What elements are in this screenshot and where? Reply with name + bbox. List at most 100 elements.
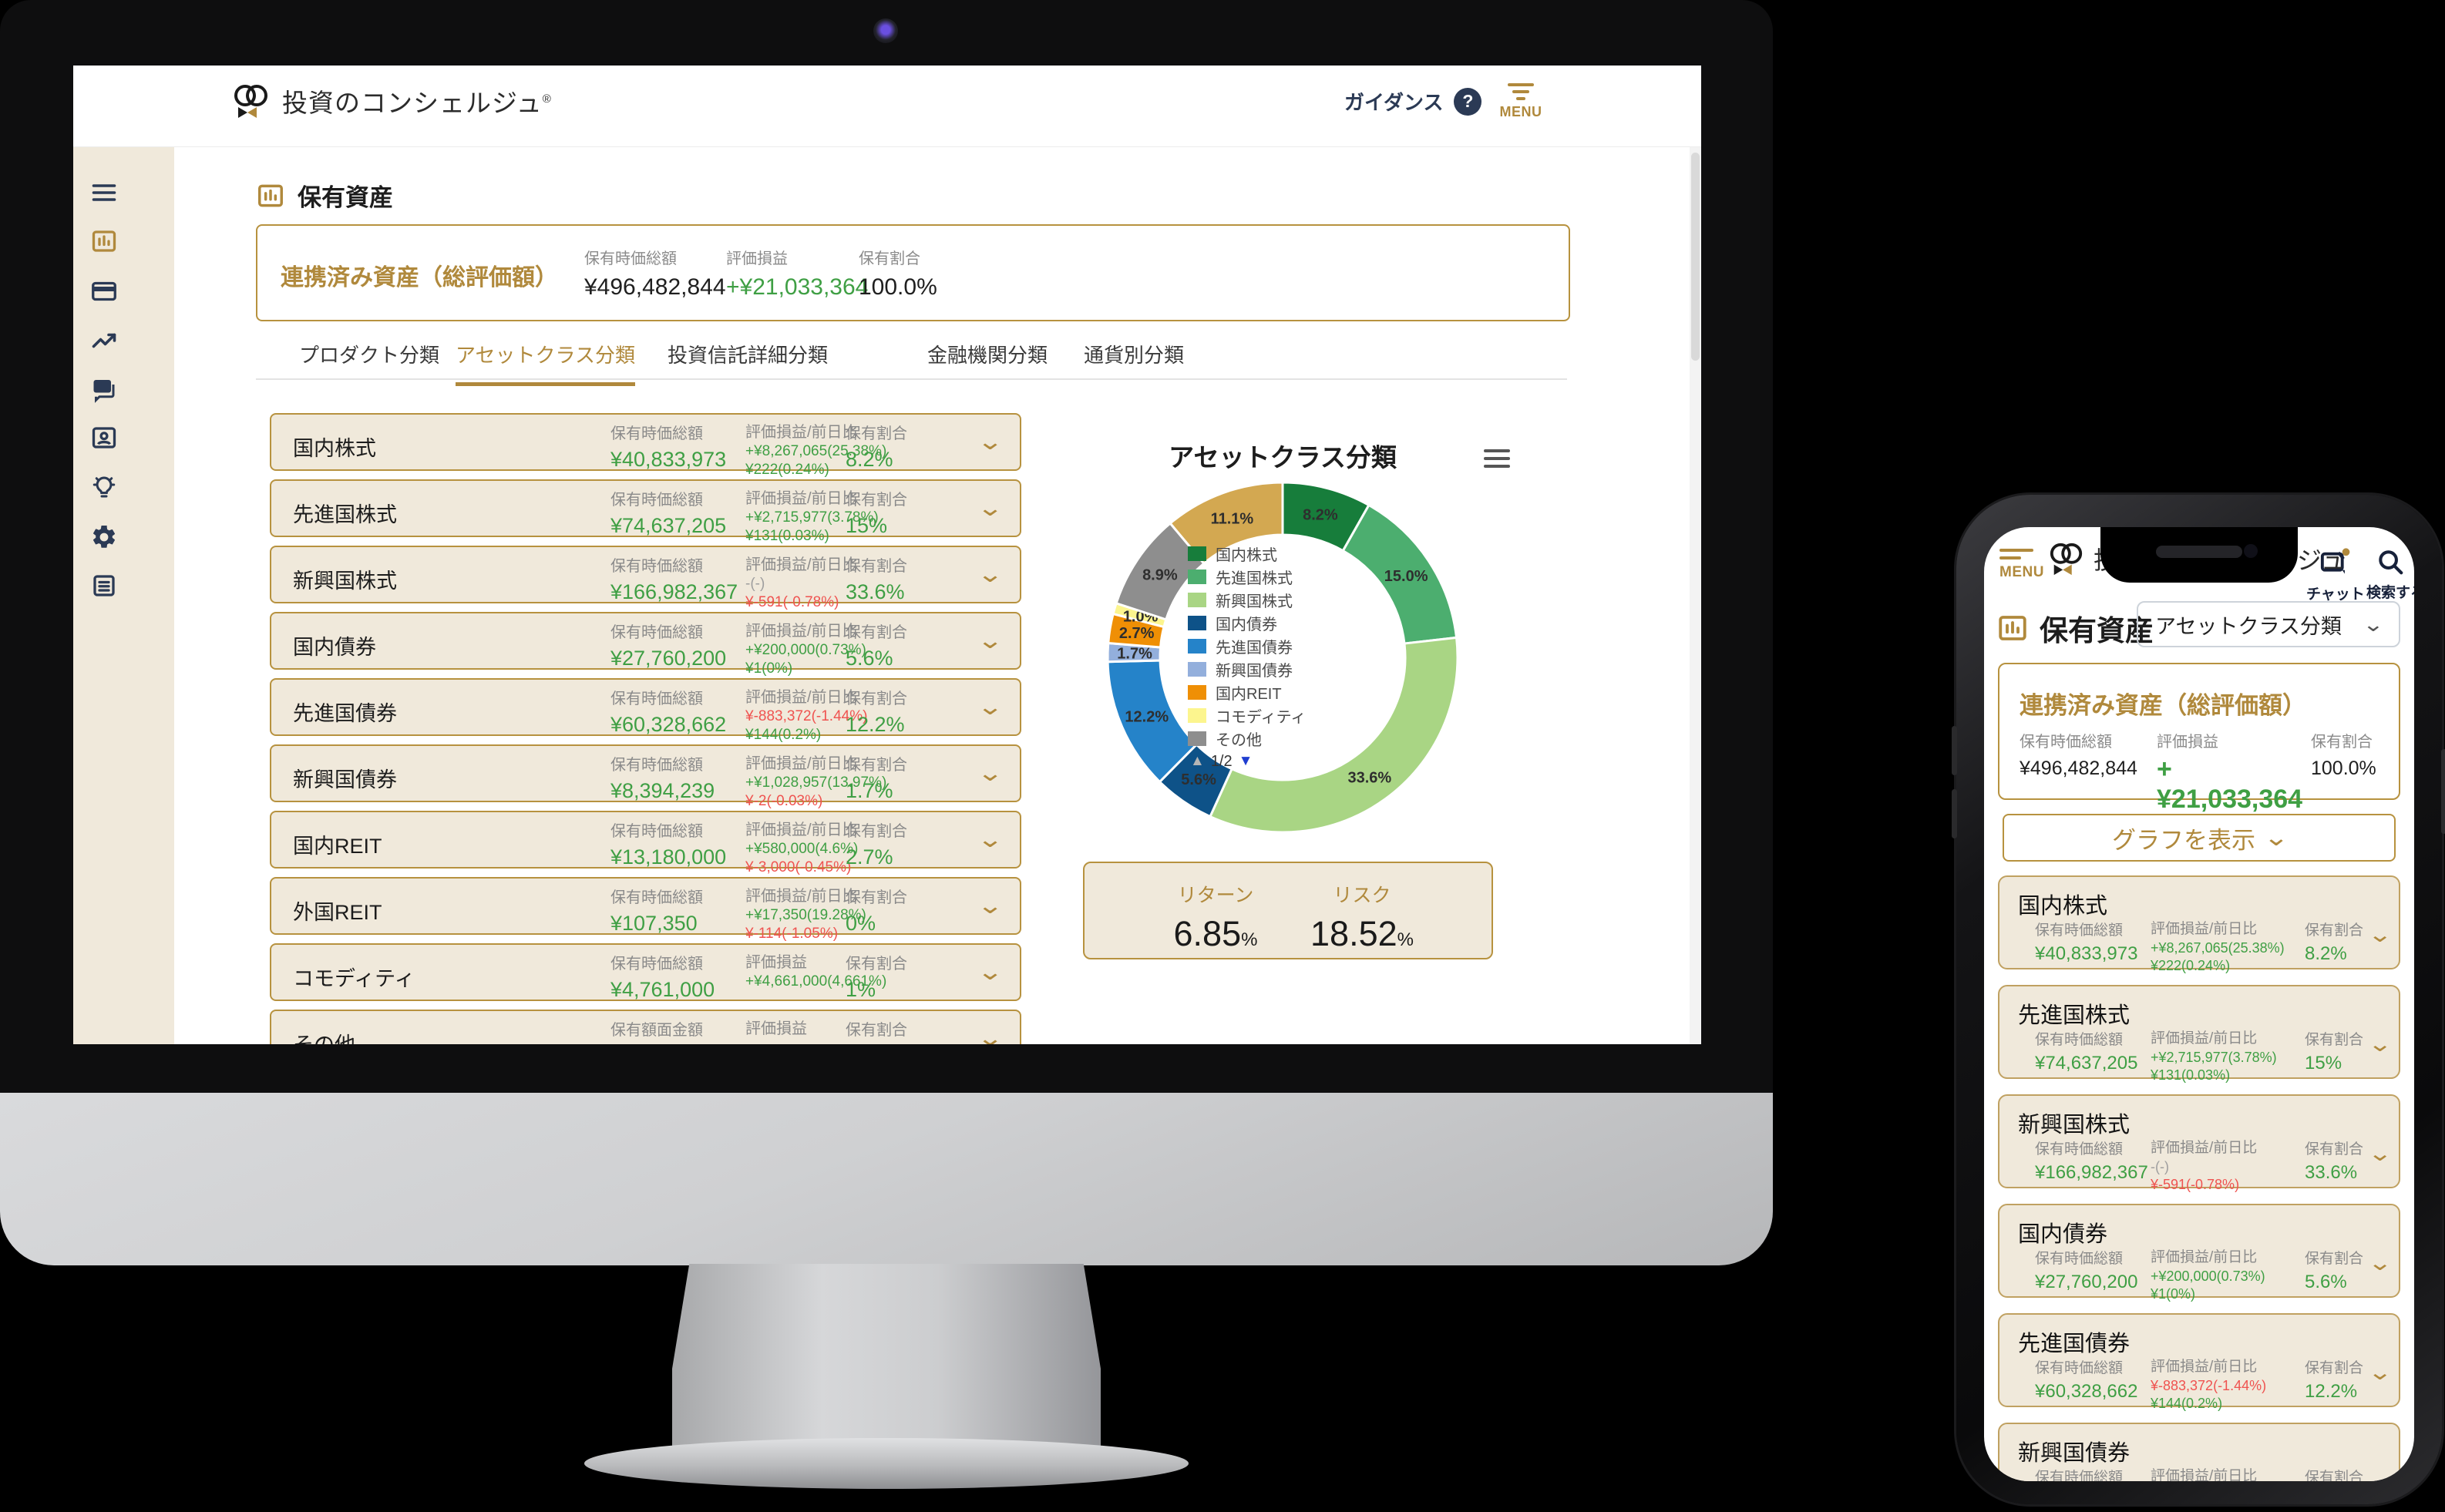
asset-pl: 評価損益/前日比 +¥200,000(0.73%) ¥1(0%) [745,623,866,677]
chevron-down-icon[interactable]: ⌄ [976,893,1004,919]
phone-search-button[interactable]: 検索する [2366,547,2414,602]
chevron-down-icon[interactable]: ⌄ [976,496,1004,521]
help-icon[interactable]: ? [1454,87,1482,116]
asset-row[interactable]: 先進国債券 保有時価総額 ¥60,328,662 評価損益/前日比 ¥-883,… [270,678,1021,743]
asset-row[interactable]: 国内REIT 保有時価総額 ¥13,180,000 評価損益/前日比 +¥580… [270,811,1021,875]
asset-class-donut-chart[interactable]: 8.2%15.0%33.6%5.6%12.2%1.7%2.7%1.0%8.9%1… [1098,472,1468,842]
asset-card[interactable]: 国内株式 保有時価総額 ¥40,833,973 評価損益/前日比 +¥8,267… [1998,875,2400,973]
legend-item[interactable]: 国内債券 [1188,611,1306,634]
donut-slice[interactable] [1209,636,1459,834]
dropdown-value: アセットクラス分類 [2155,614,2342,638]
chevron-down-icon[interactable]: ⌄ [2367,1251,2393,1275]
category-tabs: プロダクト分類 アセットクラス分類 投資信託詳細分類 金融機関分類 通貨別分類 [256,334,1567,386]
sidebar-settings-icon[interactable] [90,523,118,551]
logo-rings-icon [234,85,267,118]
legend-item[interactable]: コモディティ [1188,704,1306,727]
phone-chat-button[interactable]: チャット [2306,547,2365,603]
asset-pl: 評価損益/前日比 +¥17,350(19.28%) ¥-114(-1.05%) [745,888,866,942]
chart-menu-icon[interactable] [1484,445,1510,472]
app-logo[interactable]: 投資のコンシェルジュ® [231,82,552,119]
asset-pl: 評価損益/前日比 ¥-883,372(-1.44%) ¥144(0.2%) [2151,1359,2267,1412]
asset-card[interactable]: 先進国株式 保有時価総額 ¥74,637,205 評価損益/前日比 +¥2,71… [1998,985,2400,1083]
tab[interactable]: 通貨別分類 [1084,344,1185,367]
chevron-down-icon[interactable]: ⌄ [976,1026,1004,1044]
menu-button[interactable]: MENU [1494,79,1548,120]
chevron-down-icon[interactable]: ⌄ [976,429,1004,455]
sidebar-idea-icon[interactable] [90,473,118,501]
sidebar-report-icon[interactable] [90,572,118,600]
asset-market-value: 保有時価総額 ¥13,180,000 [610,823,727,869]
asset-market-value: 保有時価総額 ¥60,328,662 [2035,1360,2138,1402]
legend-prev-icon[interactable]: ▲ [1190,753,1205,769]
page-title: 保有資産 [298,184,393,211]
chevron-down-icon[interactable]: ⌄ [976,761,1004,786]
sidebar-performance-icon[interactable] [90,327,118,354]
asset-card[interactable]: 新興国債券 保有時価総額 ¥8,394,239 評価損益/前日比 +¥1,028… [1998,1423,2400,1481]
asset-row[interactable]: 国内債券 保有時価総額 ¥27,760,200 評価損益/前日比 +¥200,0… [270,612,1021,677]
legend-item[interactable]: 新興国債券 [1188,657,1306,680]
asset-ratio: 保有割合 1.7% [2305,1470,2364,1481]
sidebar-account-icon[interactable] [90,424,118,452]
legend-item[interactable]: 国内REIT [1188,680,1306,704]
legend-item[interactable]: 先進国債券 [1188,634,1306,657]
asset-row[interactable]: 外国REIT 保有時価総額 ¥107,350 評価損益/前日比 +¥17,350… [270,877,1021,942]
holdings-icon [1999,616,2026,640]
chevron-down-icon[interactable]: ⌄ [2367,1032,2393,1056]
legend-item[interactable]: 新興国株式 [1188,588,1306,611]
phone-summary-title: 連携済み資産（総評価額） [2020,692,2306,719]
chevron-down-icon[interactable]: ⌄ [2367,1360,2393,1384]
chevron-down-icon[interactable]: ⌄ [976,959,1004,985]
chevron-down-icon[interactable]: ⌄ [976,694,1004,720]
guidance-button[interactable]: ガイダンス ? [1344,87,1482,116]
donut-slice-label: 33.6% [1347,769,1391,786]
asset-market-value: 保有時価総額 ¥74,637,205 [610,492,727,537]
legend-item[interactable]: 先進国株式 [1188,565,1306,588]
phone-category-dropdown[interactable]: アセットクラス分類 ⌄ [2137,601,2400,647]
phone-power-button [2441,749,2445,834]
donut-slice[interactable] [1169,481,1284,565]
tab[interactable]: アセットクラス分類 [456,340,635,386]
asset-card[interactable]: 先進国債券 保有時価総額 ¥60,328,662 評価損益/前日比 ¥-883,… [1998,1313,2400,1411]
desktop-screen: 投資のコンシェルジュ® ガイダンス ? MENU [73,66,1701,1044]
asset-row[interactable]: コモディティ 保有時価総額 ¥4,761,000 評価損益 +¥4,661,00… [270,943,1021,1001]
tab[interactable]: プロダクト分類 [299,344,440,367]
sidebar-card-icon[interactable] [90,277,118,305]
show-graph-button[interactable]: グラフを表示 ⌄ [2003,814,2396,862]
tab[interactable]: 投資信託詳細分類 [668,344,829,367]
legend-item[interactable]: その他 [1188,727,1306,750]
sidebar-chat-icon[interactable] [90,375,118,403]
chevron-down-icon[interactable]: ⌄ [976,562,1004,587]
asset-name: 国内株式 [293,437,376,460]
asset-row[interactable]: その他 保有額面金額 ¥44,256,000 評価損益 - 保有割合 8.9% … [270,1010,1021,1044]
asset-market-value: 保有時価総額 ¥4,761,000 [610,956,715,1001]
asset-row[interactable]: 先進国株式 保有時価総額 ¥74,637,205 評価損益/前日比 +¥2,71… [270,479,1021,544]
asset-ratio: 保有割合 12.2% [846,690,907,736]
asset-row[interactable]: 新興国債券 保有時価総額 ¥8,394,239 評価損益/前日比 +¥1,028… [270,744,1021,809]
phone-notch [2100,527,2298,583]
asset-market-value: 保有時価総額 ¥74,637,205 [2035,1032,2138,1074]
tab[interactable]: 金融機関分類 [927,344,1048,367]
chevron-down-icon[interactable]: ⌄ [2367,1141,2393,1165]
holdings-icon [258,184,283,207]
chevron-down-icon[interactable]: ⌄ [2367,1469,2393,1481]
chevron-down-icon[interactable]: ⌄ [976,628,1004,654]
chevron-down-icon[interactable]: ⌄ [2367,922,2393,946]
chevron-down-icon: ⌄ [2362,612,2385,636]
asset-ratio: 保有割合 5.6% [846,624,907,670]
sidebar-menu-icon[interactable] [90,179,118,207]
legend-next-icon[interactable]: ▼ [1238,753,1253,769]
asset-row[interactable]: 新興国株式 保有時価総額 ¥166,982,367 評価損益/前日比 -(-) … [270,546,1021,610]
asset-card[interactable]: 新興国株式 保有時価総額 ¥166,982,367 評価損益/前日比 -(-) … [1998,1094,2400,1192]
asset-row[interactable]: 国内株式 保有時価総額 ¥40,833,973 評価損益/前日比 +¥8,267… [270,413,1021,478]
scrollbar[interactable] [1690,146,1701,1044]
asset-card[interactable]: 国内債券 保有時価総額 ¥27,760,200 評価損益/前日比 +¥200,0… [1998,1204,2400,1302]
scrollbar-thumb[interactable] [1691,153,1700,361]
legend-swatch [1188,638,1206,654]
phone-menu-button[interactable]: MENU [1999,544,2050,581]
legend-item[interactable]: 国内株式 [1188,542,1306,565]
return-risk-card: リターン 6.85% リスク 18.52% [1083,862,1493,959]
logo-rings-icon [2050,543,2083,576]
sidebar-portfolio-icon[interactable] [90,227,118,255]
donut-slice-label: 2.7% [1119,625,1155,642]
chevron-down-icon[interactable]: ⌄ [976,827,1004,852]
